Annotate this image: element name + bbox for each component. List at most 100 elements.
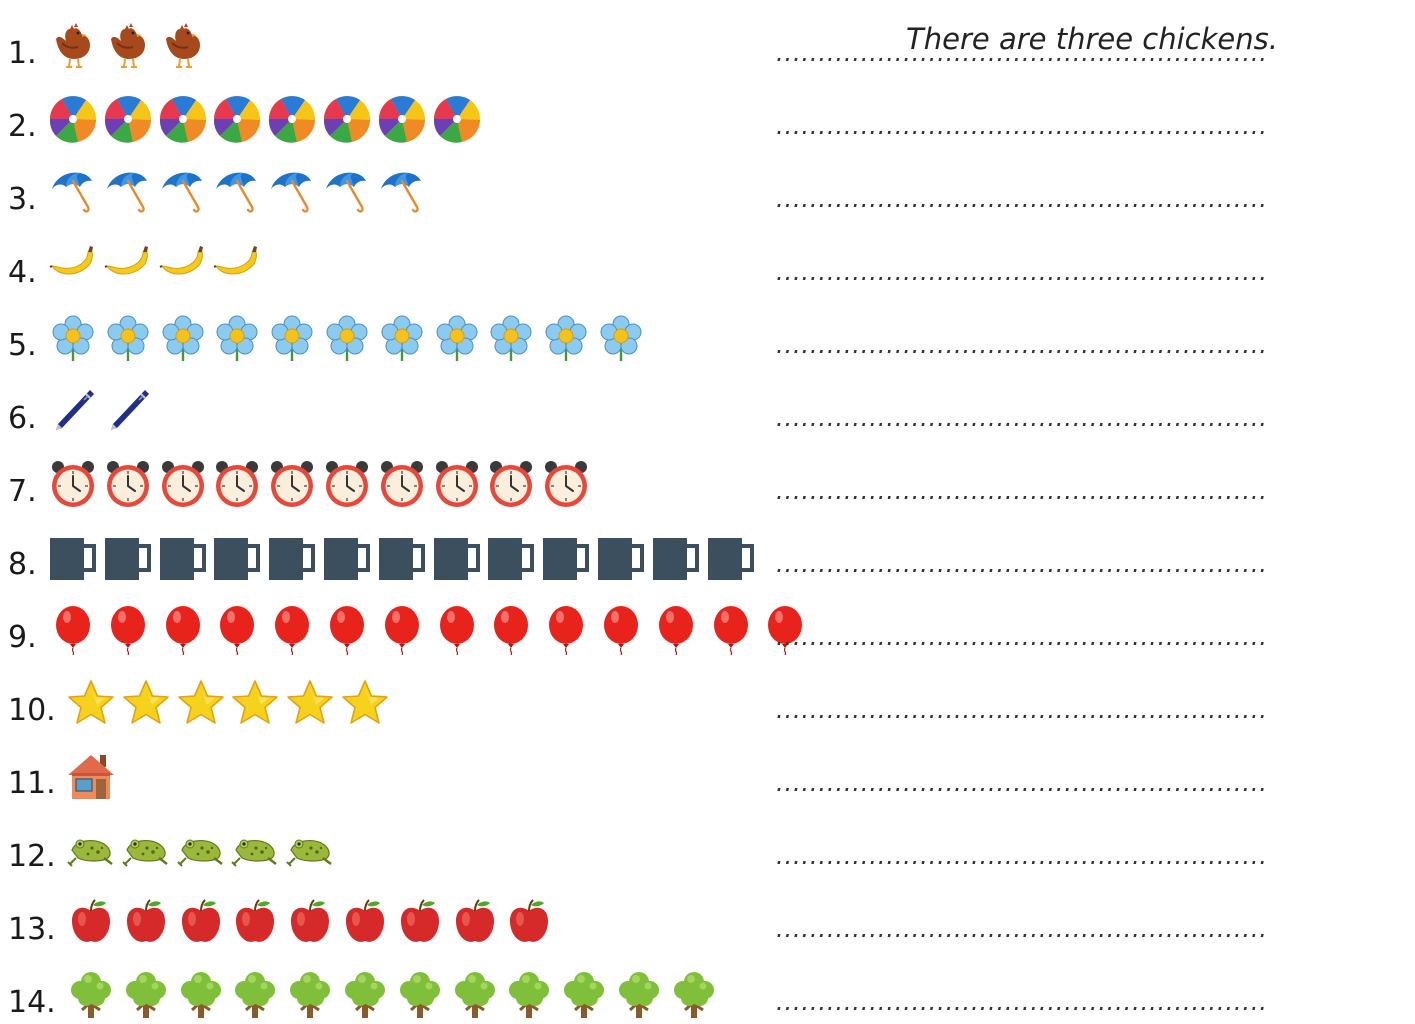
answer-line[interactable]: ........................................… (776, 39, 1268, 67)
tree-icon (66, 970, 116, 1020)
picture-group (48, 90, 486, 144)
flower-icon (541, 313, 591, 363)
answer-line[interactable]: ........................................… (776, 842, 1268, 870)
apple-icon (66, 897, 116, 947)
answer-line[interactable]: ........................................… (776, 769, 1268, 797)
mug-icon (432, 532, 482, 582)
star-icon (285, 678, 335, 728)
row-number: 2. (8, 109, 37, 144)
mug-icon (706, 532, 756, 582)
worksheet-row: 1. .....................................… (0, 0, 1415, 73)
umbrella-icon (212, 167, 262, 217)
balloon-icon (322, 605, 372, 655)
balloon-icon (267, 605, 317, 655)
frog-icon (66, 824, 116, 874)
row-number: 11. (8, 766, 56, 801)
answer-line[interactable]: ........................................… (776, 477, 1268, 505)
example-answer: There are three chickens. (906, 22, 1278, 56)
beach-ball-icon (267, 94, 317, 144)
frog-icon (176, 824, 226, 874)
pen-icon (103, 386, 153, 436)
alarm-clock-icon (486, 459, 536, 509)
row-number: 12. (8, 839, 56, 874)
chicken-icon (103, 21, 153, 71)
apple-icon (504, 897, 554, 947)
answer-line[interactable]: ........................................… (776, 185, 1268, 213)
tree-icon (230, 970, 280, 1020)
answer-line[interactable]: ........................................… (776, 696, 1268, 724)
alarm-clock-icon (103, 459, 153, 509)
worksheet-row: 10. ....................................… (0, 657, 1415, 730)
frog-icon (230, 824, 280, 874)
beach-ball-icon (48, 94, 98, 144)
answer-line[interactable]: ........................................… (776, 623, 1268, 651)
balloon-icon (212, 605, 262, 655)
flower-icon (432, 313, 482, 363)
apple-icon (176, 897, 226, 947)
worksheet-row: 4. .....................................… (0, 219, 1415, 292)
balloon-icon (158, 605, 208, 655)
mug-icon (377, 532, 427, 582)
flower-icon (486, 313, 536, 363)
alarm-clock-icon (322, 459, 372, 509)
beach-ball-icon (377, 94, 427, 144)
star-icon (66, 678, 116, 728)
picture-group (48, 236, 267, 290)
flower-icon (322, 313, 372, 363)
picture-group (48, 382, 158, 436)
tree-icon (559, 970, 609, 1020)
picture-group (48, 455, 596, 509)
answer-line[interactable]: ........................................… (776, 915, 1268, 943)
answer-line[interactable]: ........................................… (776, 112, 1268, 140)
pen-icon (48, 386, 98, 436)
worksheet-row: 6. .....................................… (0, 365, 1415, 438)
picture-group (48, 17, 212, 71)
tree-icon (121, 970, 171, 1020)
answer-line[interactable]: ........................................… (776, 331, 1268, 359)
mug-icon (486, 532, 536, 582)
answer-line[interactable]: ........................................… (776, 258, 1268, 286)
worksheet-row: 9. .....................................… (0, 584, 1415, 657)
umbrella-icon (48, 167, 98, 217)
row-number: 6. (8, 401, 37, 436)
alarm-clock-icon (541, 459, 591, 509)
picture-group (48, 309, 651, 363)
umbrella-icon (158, 167, 208, 217)
tree-icon (395, 970, 445, 1020)
umbrella-icon (267, 167, 317, 217)
apple-icon (395, 897, 445, 947)
umbrella-icon (377, 167, 427, 217)
answer-line[interactable]: ........................................… (776, 550, 1268, 578)
alarm-clock-icon (212, 459, 262, 509)
flower-icon (377, 313, 427, 363)
row-number: 3. (8, 182, 37, 217)
frog-icon (121, 824, 171, 874)
apple-icon (340, 897, 390, 947)
apple-icon (230, 897, 280, 947)
balloon-icon (596, 605, 646, 655)
frog-icon (285, 824, 335, 874)
row-number: 10. (8, 693, 56, 728)
worksheet-row: 5. .....................................… (0, 292, 1415, 365)
flower-icon (596, 313, 646, 363)
balloon-icon (651, 605, 701, 655)
apple-icon (121, 897, 171, 947)
chicken-icon (48, 21, 98, 71)
worksheet-row: 3. .....................................… (0, 146, 1415, 219)
apple-icon (450, 897, 500, 947)
mug-icon (322, 532, 372, 582)
worksheet-row: 13. ....................................… (0, 876, 1415, 949)
mug-icon (541, 532, 591, 582)
picture-group (66, 674, 395, 728)
flower-icon (267, 313, 317, 363)
mug-icon (103, 532, 153, 582)
row-number: 8. (8, 547, 37, 582)
row-number: 4. (8, 255, 37, 290)
answer-line[interactable]: ........................................… (776, 404, 1268, 432)
tree-icon (614, 970, 664, 1020)
tree-icon (450, 970, 500, 1020)
answer-line[interactable]: ........................................… (776, 988, 1268, 1016)
mug-icon (267, 532, 317, 582)
picture-group (48, 163, 432, 217)
